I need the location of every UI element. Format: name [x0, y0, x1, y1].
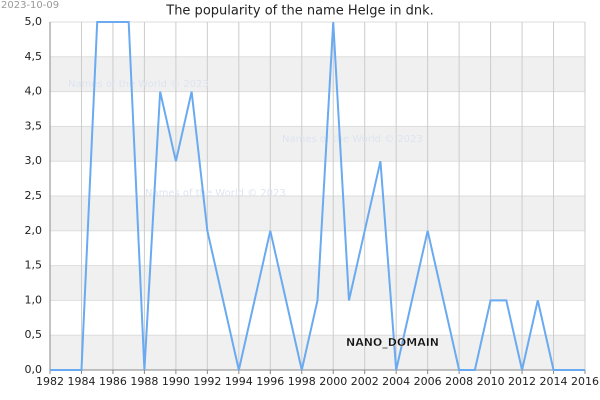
y-tick-label: 2,0 [25, 224, 43, 237]
x-tick-label: 1988 [130, 375, 158, 388]
grid-band [50, 335, 585, 370]
y-tick-label: 4,5 [25, 50, 43, 63]
x-tick-label: 2004 [382, 375, 410, 388]
x-tick-label: 2010 [477, 375, 505, 388]
chart-title: The popularity of the name Helge in dnk. [165, 4, 434, 19]
y-tick-label: 1,5 [25, 259, 43, 272]
grid-band [50, 56, 585, 92]
x-tick-label: 1992 [193, 375, 221, 388]
x-tick-label: 1994 [225, 375, 253, 388]
x-tick-label: 2012 [508, 375, 536, 388]
grid-band [50, 126, 585, 162]
x-tick-label: 2008 [445, 375, 473, 388]
watermark: Names of the World © 2023 [282, 134, 423, 145]
x-tick-label: 2006 [414, 375, 442, 388]
grid-band [50, 196, 585, 231]
y-tick-label: 0,5 [25, 328, 43, 341]
y-tick-label: 2,5 [25, 189, 43, 202]
date-stamp: 2023-10-09 [1, 0, 59, 11]
x-tick-label: 2002 [351, 375, 379, 388]
y-tick-label: 1,0 [25, 293, 43, 306]
y-tick-label: 5,0 [25, 15, 43, 28]
x-tick-label: 1984 [67, 375, 95, 388]
y-tick-label: 4,0 [25, 85, 43, 98]
y-tick-label: 3,5 [25, 119, 43, 132]
x-tick-label: 1998 [288, 375, 316, 388]
y-tick-label: 3,0 [25, 154, 43, 167]
x-tick-label: 2016 [571, 375, 599, 388]
x-tick-label: 1982 [36, 375, 64, 388]
x-tick-label: 2000 [319, 375, 347, 388]
x-tick-label: 1996 [256, 375, 284, 388]
y-tick-label: 0,0 [25, 363, 43, 376]
watermark: Names of the World © 2023 [68, 79, 209, 90]
watermark: Names of the World © 2023 [145, 188, 286, 199]
domain-label: NANO_DOMAIN [346, 336, 439, 349]
x-tick-label: 2014 [540, 375, 568, 388]
data-line [50, 21, 585, 371]
x-tick-label: 1990 [162, 375, 190, 388]
plot-background [49, 21, 586, 371]
x-tick-label: 1986 [99, 375, 127, 388]
